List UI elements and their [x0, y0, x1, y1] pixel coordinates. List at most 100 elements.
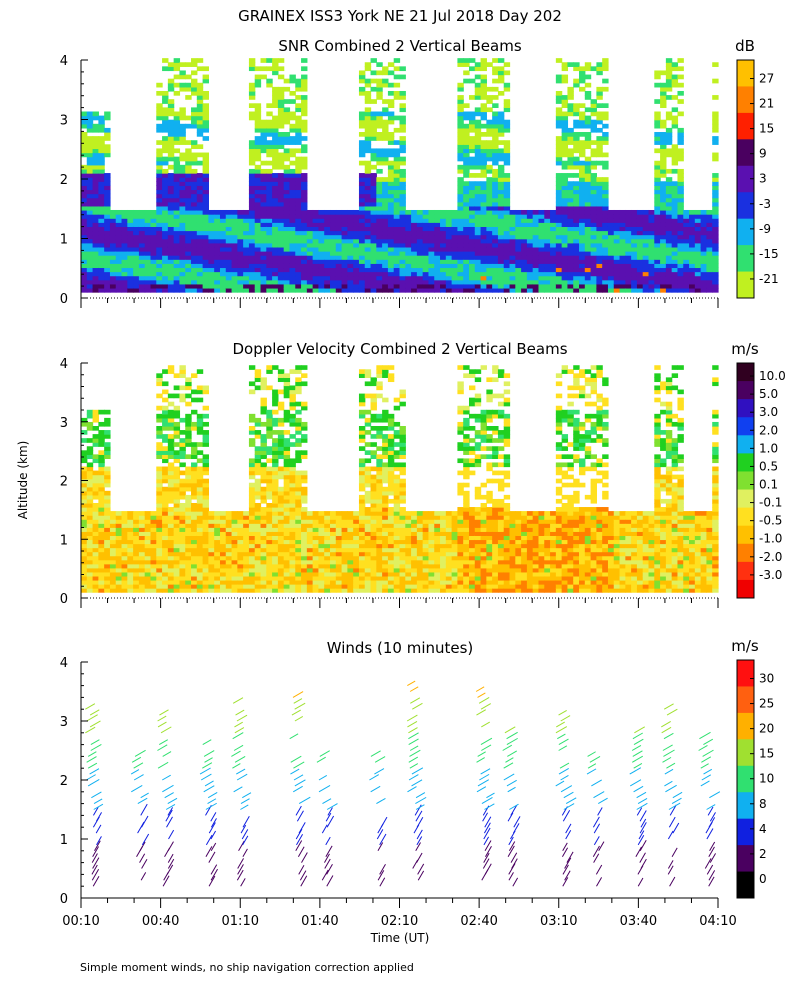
doppler-cell	[260, 466, 267, 472]
snr-cell	[283, 152, 291, 158]
doppler-cell	[86, 523, 94, 528]
doppler-cell	[86, 547, 94, 553]
snr-cell	[295, 115, 302, 121]
snr-cell	[579, 70, 586, 76]
snr-cell	[399, 238, 406, 244]
snr-cell	[167, 189, 175, 195]
snr-cell	[162, 267, 169, 273]
snr-cell	[642, 275, 650, 281]
snr-cell	[185, 271, 192, 277]
doppler-cell	[86, 535, 94, 541]
snr-cell	[225, 275, 233, 281]
snr-cell	[191, 246, 198, 252]
snr-cell	[266, 78, 273, 84]
doppler-cell	[196, 531, 204, 537]
snr-cell	[196, 185, 204, 191]
doppler-cell	[98, 535, 105, 541]
snr-cell	[654, 168, 661, 174]
doppler-cell	[237, 531, 244, 537]
snr-cell	[567, 255, 574, 260]
snr-cell	[335, 279, 343, 285]
doppler-cell	[283, 511, 291, 516]
doppler-cell	[283, 531, 291, 537]
snr-cell	[104, 218, 111, 223]
snr-cell	[671, 144, 679, 150]
snr-cell	[98, 173, 105, 178]
doppler-cell	[277, 584, 285, 589]
snr-cell	[584, 246, 592, 252]
doppler-cell	[277, 442, 285, 447]
snr-cell	[191, 234, 198, 240]
snr-cell	[677, 177, 684, 182]
snr-cell	[422, 279, 430, 285]
snr-cell	[283, 242, 291, 248]
snr-cell	[370, 115, 377, 121]
doppler-cell	[272, 551, 279, 557]
doppler-cell	[202, 389, 209, 395]
snr-cell	[185, 160, 192, 166]
snr-cell	[260, 66, 267, 72]
doppler-cell	[196, 584, 204, 589]
doppler-cell	[98, 519, 105, 524]
snr-cell	[584, 259, 592, 264]
snr-cell	[167, 222, 175, 227]
doppler-cell	[86, 466, 94, 472]
snr-cell	[671, 119, 679, 125]
snr-cell	[382, 255, 389, 260]
snr-cell	[463, 132, 470, 137]
snr-cell	[364, 271, 372, 277]
snr-cell	[712, 173, 719, 178]
snr-cell	[173, 222, 181, 227]
snr-cell	[631, 214, 638, 219]
snr-cell	[486, 222, 493, 227]
doppler-cell	[179, 430, 186, 435]
snr-cell	[428, 279, 435, 285]
snr-cell	[214, 283, 221, 289]
snr-cell	[301, 95, 308, 100]
snr-cell	[185, 74, 192, 80]
snr-cell	[179, 205, 186, 211]
snr-cell	[677, 181, 684, 186]
snr-cell	[463, 168, 470, 174]
doppler-cell	[266, 409, 273, 415]
snr-cell	[422, 214, 430, 219]
snr-cell	[445, 218, 453, 223]
snr-cell	[358, 259, 366, 264]
doppler-cell	[266, 417, 273, 423]
snr-cell	[173, 246, 181, 252]
snr-cell	[382, 259, 389, 264]
snr-cell	[648, 222, 655, 227]
snr-cell	[428, 287, 435, 293]
snr-cell	[619, 209, 626, 215]
snr-cell	[665, 197, 673, 203]
snr-cell	[561, 287, 569, 293]
snr-cell	[173, 148, 181, 154]
snr-cell	[133, 226, 140, 232]
snr-cell	[561, 119, 569, 125]
snr-cell	[590, 197, 597, 203]
snr-cell	[712, 259, 719, 264]
snr-cell	[677, 193, 684, 199]
snr-cell	[463, 267, 470, 273]
snr-cell	[503, 255, 511, 260]
snr-cell	[289, 168, 296, 174]
snr-cell	[138, 234, 146, 240]
snr-cell	[665, 132, 673, 137]
doppler-cell	[92, 588, 99, 593]
snr-cell	[544, 283, 551, 289]
snr-cell	[706, 234, 713, 240]
snr-cell	[115, 275, 123, 281]
doppler-cell	[144, 543, 152, 549]
doppler-cell	[231, 535, 238, 541]
snr-cell	[492, 144, 499, 150]
doppler-cell	[121, 543, 128, 549]
doppler-cell	[150, 543, 157, 549]
snr-cell	[364, 177, 372, 182]
doppler-cell	[150, 579, 157, 585]
snr-cell	[254, 246, 262, 252]
snr-cell	[399, 226, 406, 232]
snr-cell	[642, 271, 650, 277]
snr-cell	[364, 230, 372, 236]
snr-cell	[382, 78, 389, 84]
doppler-cell	[196, 417, 204, 423]
